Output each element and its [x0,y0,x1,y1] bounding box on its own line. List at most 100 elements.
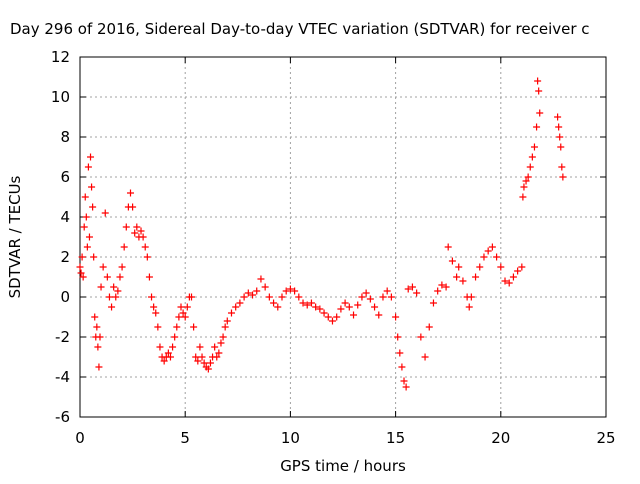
data-point [429,299,437,307]
data-point [129,203,137,211]
data-point [467,293,475,301]
data-point [413,289,421,297]
data-point [282,287,290,295]
data-point [240,293,248,301]
data-point [175,313,183,321]
data-point [112,293,120,301]
data-point [188,293,196,301]
data-point [219,333,227,341]
data-point [291,287,299,295]
data-point [557,143,565,151]
data-point [434,287,442,295]
data-point [333,313,341,321]
data-point [244,289,252,297]
data-point [179,309,187,317]
data-point [84,163,92,171]
y-tick-label: 8 [60,128,70,146]
data-point [90,253,98,261]
data-point [307,299,315,307]
data-point [421,353,429,361]
data-point [96,333,104,341]
y-tick-label: 0 [60,288,70,306]
data-point [555,123,563,131]
data-point [554,113,562,121]
data-point [488,243,496,251]
y-tick-label: 2 [60,248,70,266]
data-point [190,323,198,331]
data-point [206,359,214,367]
data-point [97,283,105,291]
data-point [213,353,221,361]
data-point [198,353,206,361]
y-tick-label: 4 [60,208,70,226]
y-tick-labels: -6 -4 -2 0 2 4 6 8 10 12 [51,48,70,426]
data-point [77,269,85,277]
data-point [379,293,387,301]
data-point [394,333,402,341]
data-point [404,285,412,293]
data-point [328,317,336,325]
data-point [83,243,91,251]
data-point [425,323,433,331]
data-point [76,263,84,271]
data-point [81,193,89,201]
data-point [122,223,130,231]
data-point [232,303,240,311]
data-point [526,163,534,171]
y-axis-label: SDTVAR / TECUs [6,175,24,298]
data-point [253,287,261,295]
data-point [358,293,366,301]
data-point [137,227,145,235]
data-point [265,293,273,301]
data-point [215,349,223,357]
data-point [497,263,505,271]
data-point [514,267,522,275]
data-point [520,183,528,191]
data-point [505,279,513,287]
data-point [533,123,541,131]
data-point [438,281,446,289]
data-point [465,303,473,311]
data-point [417,333,425,341]
x-tick-label: 0 [75,429,85,447]
data-point [133,223,141,231]
y-tick-label: 6 [60,168,70,186]
data-point [166,353,174,361]
x-tick-labels: 0 5 10 15 20 25 [75,429,615,447]
data-point [442,283,450,291]
data-point [295,293,303,301]
data-point [204,365,212,373]
data-point [194,357,202,365]
data-point [303,301,311,309]
data-point [217,339,225,347]
data-point [480,253,488,261]
axis-ticks [79,56,607,418]
data-point [400,377,408,385]
data-point [80,223,88,231]
data-point [169,343,177,351]
data-point [95,363,103,371]
x-tick-label: 20 [491,429,510,447]
data-point [143,253,151,261]
data-point [94,343,102,351]
x-tick-label: 15 [386,429,405,447]
y-tick-label: 12 [51,48,70,66]
plot-frame [79,56,607,418]
data-point [316,305,324,313]
data-point [559,173,567,181]
data-point [350,311,358,319]
data-point [320,309,328,317]
data-point [160,357,168,365]
data-point [173,323,181,331]
data-point [362,289,370,297]
data-point [116,273,124,281]
chart-title: Day 296 of 2016, Sidereal Day-to-day VTE… [10,20,590,38]
data-point [236,299,244,307]
data-point [91,313,99,321]
data-point [101,209,109,217]
y-tick-label: -4 [55,368,70,386]
data-point [444,243,452,251]
data-point [103,273,111,281]
data-point [249,291,257,299]
y-tick-label: -2 [55,328,70,346]
